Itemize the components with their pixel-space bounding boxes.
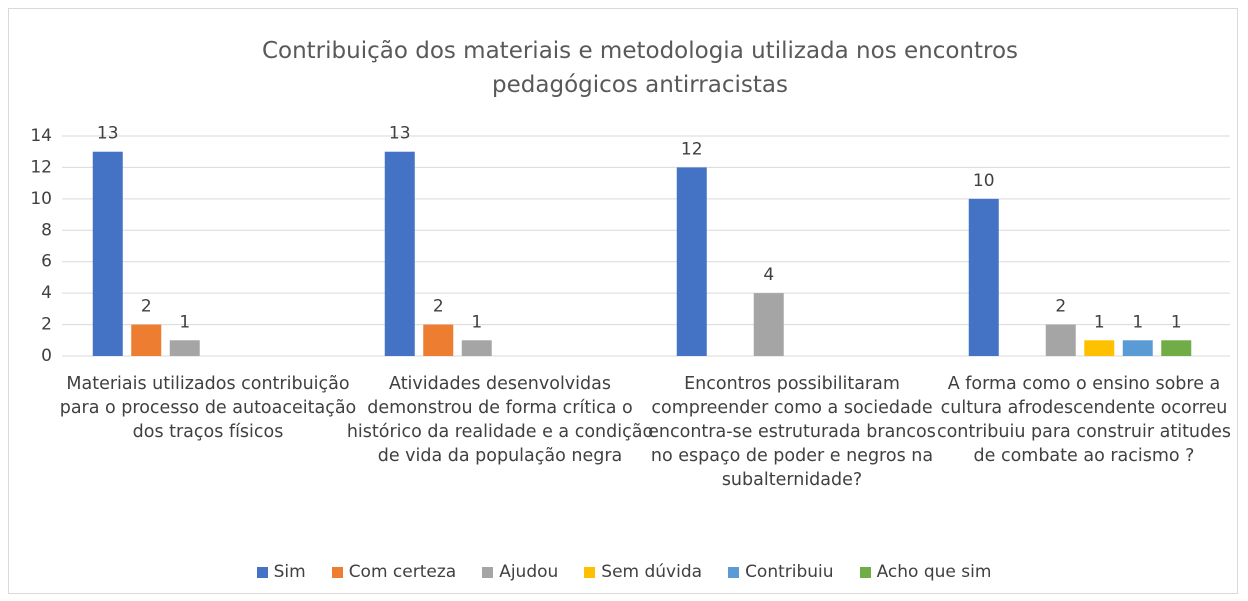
data-label: 2 [1055, 297, 1066, 317]
data-label: 4 [763, 265, 774, 285]
x-tick-label: Materiais utilizados contribuição para o… [59, 374, 357, 442]
chart-frame [8, 8, 1238, 594]
data-label: 1 [1171, 312, 1182, 332]
legend-swatch [859, 566, 871, 578]
legend-item: Contribuiu [728, 562, 834, 582]
y-tick-label: 14 [30, 126, 52, 146]
legend-item: Ajudou [482, 562, 558, 582]
bar [753, 293, 784, 356]
bar [461, 340, 492, 356]
legend-swatch [482, 566, 494, 578]
bar [131, 324, 162, 356]
x-tick-label: A forma como o ensino sobre a cultura af… [936, 374, 1232, 466]
bar [968, 198, 999, 356]
bar [1122, 340, 1153, 356]
legend-label: Com certeza [348, 562, 457, 582]
legend-item: Acho que sim [859, 562, 992, 582]
bar [169, 340, 200, 356]
data-label: 12 [681, 139, 703, 159]
data-label: 1 [1132, 312, 1143, 332]
bar [1084, 340, 1115, 356]
y-tick-label: 12 [30, 157, 52, 177]
data-label: 13 [97, 124, 119, 144]
legend-item: Sem dúvida [584, 562, 702, 582]
legend-label: Acho que sim [876, 562, 992, 582]
legend-label: Ajudou [499, 562, 559, 582]
y-tick-label: 2 [41, 315, 52, 335]
bar [423, 324, 454, 356]
legend-swatch [256, 566, 268, 578]
legend-label: Sim [273, 562, 306, 582]
bar [676, 167, 707, 356]
x-tick-label: Atividades desenvolvidas demonstrou de f… [346, 374, 654, 466]
y-tick-label: 10 [30, 189, 52, 209]
legend-label: Contribuiu [745, 562, 834, 582]
legend-swatch [728, 566, 740, 578]
legend-swatch [331, 566, 343, 578]
legend: Sim Com certeza Ajudou Sem dúvida Contribuiu… [0, 562, 1248, 582]
data-label: 1 [471, 312, 482, 332]
data-label: 2 [141, 297, 152, 317]
data-label: 13 [389, 124, 411, 144]
bar [384, 151, 415, 356]
data-label: 10 [973, 171, 995, 191]
data-label: 1 [1094, 312, 1105, 332]
data-label: 2 [433, 297, 444, 317]
legend-item: Sim [256, 562, 306, 582]
y-tick-label: 8 [41, 220, 52, 240]
x-tick-label: Encontros possibilitaram compreender com… [648, 374, 936, 490]
bar [92, 151, 123, 356]
bar [1161, 340, 1192, 356]
y-tick-label: 4 [41, 283, 52, 303]
bar [1045, 324, 1076, 356]
data-label: 1 [179, 312, 190, 332]
legend-swatch [584, 566, 596, 578]
chart-title: Contribuição dos materiais e metodologia… [261, 38, 1019, 98]
y-tick-label: 0 [41, 346, 52, 366]
legend-item: Com certeza [331, 562, 457, 582]
y-tick-label: 6 [41, 252, 52, 272]
legend-label: Sem dúvida [601, 562, 703, 582]
